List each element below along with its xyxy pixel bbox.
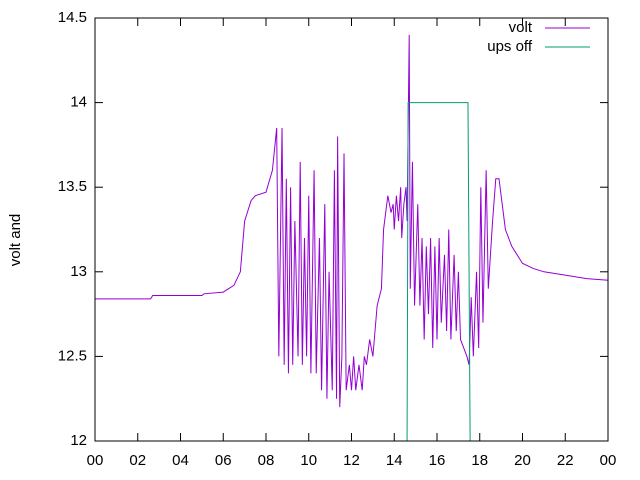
y-tick-label: 12	[70, 432, 87, 449]
x-tick-label: 08	[258, 452, 275, 469]
x-tick-label: 06	[215, 452, 232, 469]
legend-label: volt	[509, 19, 533, 36]
x-tick-label: 16	[429, 452, 446, 469]
y-tick-label: 14	[70, 94, 87, 111]
x-tick-label: 12	[343, 452, 360, 469]
x-tick-label: 02	[129, 452, 146, 469]
x-tick-label: 00	[600, 452, 617, 469]
x-tick-label: 22	[557, 452, 574, 469]
y-tick-label: 13.5	[58, 178, 87, 195]
y-axis-label: volt and	[7, 214, 24, 267]
x-tick-label: 04	[172, 452, 189, 469]
x-tick-label: 14	[386, 452, 403, 469]
x-tick-label: 10	[300, 452, 317, 469]
series-line	[95, 34, 609, 408]
y-tick-label: 13	[70, 263, 87, 280]
x-tick-label: 00	[87, 452, 104, 469]
legend-label: ups off	[487, 38, 533, 55]
plot-border	[94, 17, 609, 442]
x-tick-label: 20	[514, 452, 531, 469]
series-line	[406, 102, 471, 442]
x-tick-label: 18	[471, 452, 488, 469]
y-tick-label: 12.5	[58, 347, 87, 364]
y-tick-label: 14.5	[58, 9, 87, 26]
